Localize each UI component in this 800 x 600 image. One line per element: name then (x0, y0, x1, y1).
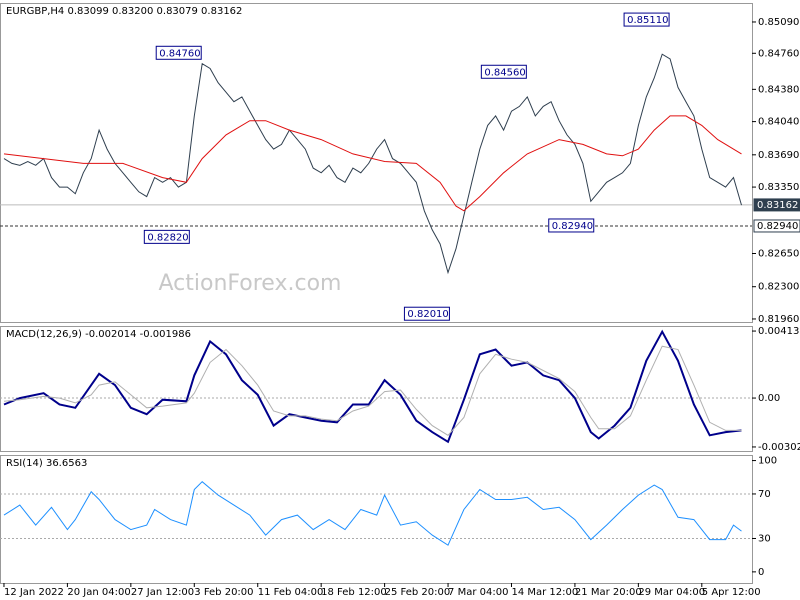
y-tick-label: -0.00302 (758, 442, 800, 453)
annotation-box (623, 12, 670, 27)
y-tick-label: 0.00 (758, 393, 780, 404)
price-line-box (753, 219, 800, 233)
annotation-box (403, 306, 450, 321)
y-tick-label: 0.85090 (758, 17, 799, 28)
price-line-label: 0.83162 (757, 200, 798, 211)
y-tick-label: 0 (758, 567, 764, 578)
x-tick-label: 29 Mar 04:00 (638, 587, 705, 598)
annotation-box (480, 64, 527, 79)
x-tick-label: 11 Feb 04:00 (258, 587, 324, 598)
x-tick-label: 3 Feb 20:00 (194, 587, 253, 598)
x-tick-label: 7 Mar 04:00 (448, 587, 508, 598)
y-tick-label: 100 (758, 456, 777, 467)
x-tick-label: 20 Jan 04:00 (67, 587, 130, 598)
y-tick-label: 0.84040 (758, 117, 799, 128)
panel-title: RSI(14) 36.6563 (6, 458, 87, 469)
price-line-box (753, 198, 800, 212)
series-line (3, 53, 742, 275)
panel-frame (0, 455, 753, 584)
y-tick-label: 70 (758, 489, 771, 500)
x-tick-label: 25 Feb 20:00 (385, 587, 451, 598)
annotation-label: 0.82820 (147, 232, 188, 243)
x-tick-label: 18 Feb 12:00 (321, 587, 387, 598)
y-tick-label: 0.82650 (758, 248, 799, 259)
annotation-box (143, 229, 190, 244)
y-tick-label: 0.82300 (758, 282, 799, 293)
panel-frame (0, 326, 753, 452)
annotation-label: 0.84760 (159, 48, 200, 59)
series-line (3, 115, 742, 212)
y-tick-label: 0.84760 (758, 48, 799, 59)
annotation-label: 0.85110 (627, 15, 668, 26)
series-line (3, 329, 742, 444)
series-line (3, 481, 742, 546)
x-tick-label: 5 Apr 12:00 (702, 587, 761, 598)
y-tick-label: 0.83690 (758, 150, 799, 161)
y-tick-label: 0.84380 (758, 84, 799, 95)
panel-title: MACD(12,26,9) -0.002014 -0.001986 (6, 329, 191, 340)
y-tick-label: 0.81960 (758, 314, 799, 325)
annotation-label: 0.84560 (484, 67, 525, 78)
x-tick-label: 27 Jan 12:00 (131, 587, 194, 598)
watermark: ActionForex.com (159, 271, 342, 296)
y-tick-label: 0.004138 (758, 326, 800, 337)
series-line (3, 345, 742, 436)
annotation-label: 0.82010 (407, 309, 448, 320)
panel-title: EURGBP,H4 0.83099 0.83200 0.83079 0.8316… (6, 6, 242, 17)
price-line-label: 0.82940 (757, 221, 798, 232)
x-tick-label: 21 Mar 20:00 (575, 587, 642, 598)
panel-frame (0, 3, 753, 323)
annotation-label: 0.82940 (552, 221, 593, 232)
annotation-box (155, 45, 202, 60)
y-tick-label: 30 (758, 533, 771, 544)
x-tick-label: 12 Jan 2022 (4, 587, 64, 598)
x-tick-label: 14 Mar 12:00 (511, 587, 578, 598)
annotation-box (548, 218, 595, 233)
y-tick-label: 0.83350 (758, 182, 799, 193)
